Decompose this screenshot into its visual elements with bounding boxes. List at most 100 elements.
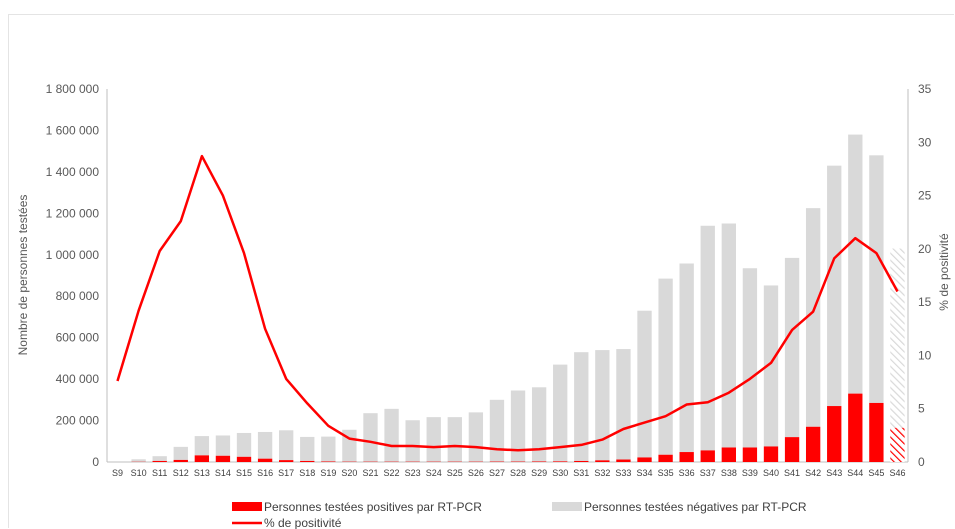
- bar-positives: [742, 447, 758, 462]
- legend-label-negatives: Personnes testées négatives par RT-PCR: [584, 500, 807, 514]
- bar-negatives: [637, 310, 652, 458]
- x-tick-label: S29: [531, 468, 547, 478]
- y2-tick-label: 5: [918, 402, 925, 416]
- left-axis-ticks: 0 200 000 400 000 600 000 800 000 1 000 000 1 …: [46, 82, 100, 469]
- bar-negatives: [152, 456, 167, 461]
- y-tick-label: 1 200 000: [46, 206, 100, 220]
- x-tick-label: S46: [889, 468, 905, 478]
- x-tick-label: S40: [763, 468, 779, 478]
- bar-negatives: [742, 268, 758, 448]
- bar-negatives: [700, 225, 715, 451]
- bar-negatives: [236, 432, 252, 457]
- y2-tick-label: 25: [918, 189, 932, 203]
- bar-negatives: [215, 435, 231, 456]
- bar-negatives: [321, 436, 336, 462]
- bar-positives: [805, 426, 821, 462]
- x-tick-label: S41: [784, 468, 800, 478]
- legend-label-positives: Personnes testées positives par RT-PCR: [264, 500, 482, 514]
- x-tick-label: S18: [299, 468, 315, 478]
- bar-positives: [173, 459, 188, 462]
- bar-positives: [321, 461, 336, 462]
- bar-negatives: [616, 349, 631, 460]
- legend-item-positives: Personnes testées positives par RT-PCR: [232, 500, 482, 514]
- x-tick-label: S31: [573, 468, 589, 478]
- bar-negatives: [721, 223, 736, 448]
- x-tick-label: S30: [552, 468, 568, 478]
- y2-tick-label: 0: [918, 455, 925, 469]
- bar-negatives: [468, 412, 484, 462]
- bar-negatives: [279, 430, 294, 461]
- y2-tick-label: 15: [918, 295, 932, 309]
- x-tick-label: S36: [679, 468, 695, 478]
- bar-negatives: [890, 248, 905, 428]
- bar-negatives: [574, 352, 589, 461]
- bar-negatives: [784, 257, 800, 438]
- bar-negatives: [131, 459, 146, 462]
- y-axis-title: Nombre de personnes testées: [16, 195, 30, 356]
- bar-positives: [848, 393, 863, 462]
- x-tick-label: S34: [637, 468, 653, 478]
- x-tick-label: S42: [805, 468, 821, 478]
- bar-positives: [194, 455, 210, 462]
- bar-positives: [300, 460, 315, 462]
- y-tick-label: 200 000: [56, 414, 100, 428]
- x-tick-label: S14: [215, 468, 231, 478]
- x-tick-label: S35: [658, 468, 674, 478]
- x-tick-label: S19: [320, 468, 336, 478]
- bar-positives: [700, 450, 715, 462]
- x-tick-label: S9: [112, 468, 123, 478]
- x-tick-label: S16: [257, 468, 273, 478]
- bar-positives: [553, 461, 568, 462]
- x-tick-label: S45: [868, 468, 884, 478]
- bar-positives: [763, 446, 779, 462]
- bar-positives: [531, 461, 547, 462]
- bar-positives: [637, 457, 652, 462]
- y2-axis-title: % de positivité: [937, 233, 951, 311]
- bar-negatives: [869, 155, 884, 403]
- bar-positives: [890, 427, 905, 462]
- x-tick-label: S22: [384, 468, 400, 478]
- x-axis-ticks: S9 S10 S11 S12 S13 S14 S15 S16 S17 S18 S19 S20 S21 S2…: [112, 468, 905, 478]
- bar-positives: [595, 460, 610, 462]
- y-tick-label: 1 400 000: [46, 165, 100, 179]
- bar-negatives: [827, 165, 842, 407]
- y-tick-label: 800 000: [56, 289, 100, 303]
- x-tick-label: S20: [341, 468, 357, 478]
- x-tick-label: S10: [131, 468, 147, 478]
- y-tick-label: 1 800 000: [46, 82, 100, 96]
- bar-positives: [152, 460, 167, 462]
- y-tick-label: 400 000: [56, 372, 100, 386]
- bar-positives: [869, 402, 884, 462]
- legend: Personnes testées positives par RT-PCR P…: [232, 500, 807, 529]
- bar-positives: [616, 459, 631, 462]
- bar-positives: [236, 456, 252, 462]
- bar-negatives: [805, 208, 821, 427]
- x-tick-label: S13: [194, 468, 210, 478]
- bar-negatives: [194, 436, 210, 456]
- bar-positives: [679, 452, 694, 462]
- y-tick-label: 0: [92, 455, 99, 469]
- bar-positives: [257, 458, 273, 462]
- x-tick-label: S43: [826, 468, 842, 478]
- positivity-line-layer: [116, 154, 899, 452]
- bar-negatives: [848, 134, 863, 394]
- x-tick-label: S38: [721, 468, 737, 478]
- bar-negatives: [763, 285, 779, 447]
- bar-positives: [574, 460, 589, 462]
- chart-frame: [8, 14, 954, 528]
- bar-positives: [215, 455, 231, 462]
- bar-positives: [279, 460, 294, 462]
- x-tick-label: S11: [152, 468, 167, 478]
- x-tick-label: S28: [510, 468, 526, 478]
- bar-negatives: [363, 413, 378, 462]
- y2-tick-label: 35: [918, 82, 932, 96]
- x-tick-label: S23: [405, 468, 421, 478]
- x-tick-label: S37: [700, 468, 716, 478]
- bar-negatives: [384, 408, 399, 462]
- y2-tick-label: 10: [918, 348, 932, 362]
- x-tick-label: S21: [362, 468, 378, 478]
- legend-item-positivity: % de positivité: [232, 516, 342, 529]
- x-tick-label: S39: [742, 468, 758, 478]
- x-tick-label: S17: [278, 468, 294, 478]
